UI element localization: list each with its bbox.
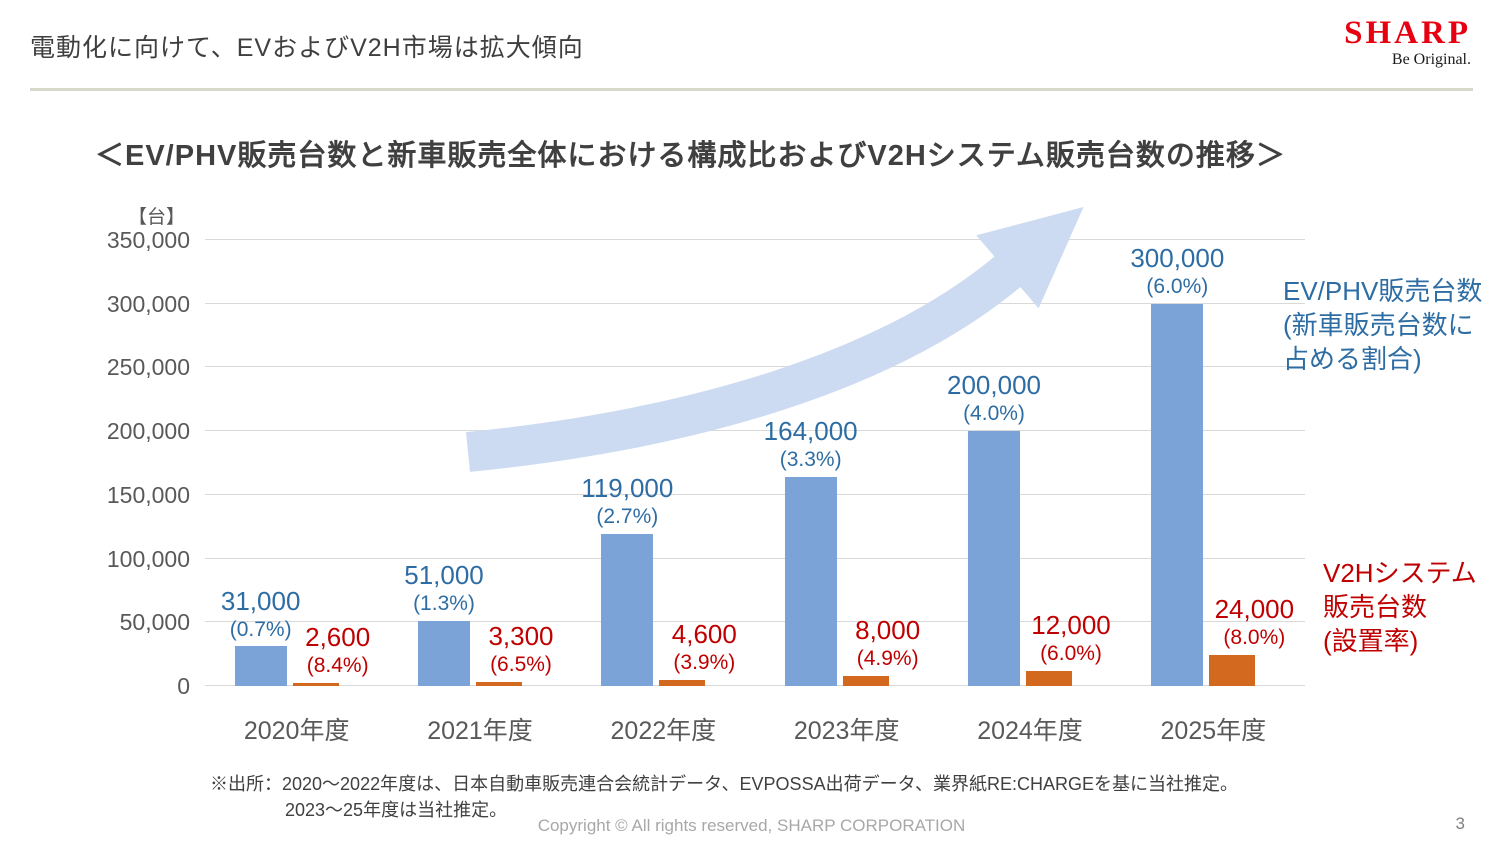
ev-series-legend-line: EV/PHV販売台数: [1283, 276, 1483, 306]
v2h-series-legend-line: 販売台数: [1323, 592, 1428, 622]
sharp-logo-block: SHARP Be Original.: [1344, 16, 1471, 70]
ev-bar-share: (3.3%): [779, 448, 842, 472]
v2h-bar-value: 24,000: [1214, 594, 1295, 625]
v2h-bar-label: 12,000 (6.0%): [971, 610, 1171, 667]
ev-bar-share: (2.7%): [596, 505, 659, 529]
v2h-bar: [1026, 670, 1072, 686]
ev-bar-value: 31,000: [220, 585, 301, 616]
v2h-bar-value: 12,000: [1031, 609, 1111, 640]
chart-title: ＜EV/PHV販売台数と新車販売全体における構成比およびV2Hシステム販売台数の…: [95, 140, 1286, 172]
ev-bar: [234, 646, 287, 686]
ev-bar: [968, 431, 1020, 686]
ev-series-legend: EV/PHV販売台数 (新車販売台数に 占める割合): [1283, 274, 1482, 376]
y-axis-tick-label: 0: [177, 673, 190, 699]
ev-bar-label: 200,000 (4.0%): [894, 370, 1094, 427]
v2h-bar-label: 3,300 (6.5%): [421, 621, 621, 678]
v2h-series-legend-line: V2Hシステム: [1323, 558, 1477, 588]
ev-bar-value: 51,000: [404, 560, 484, 591]
v2h-bar-share: (8.4%): [306, 653, 369, 677]
sharp-logo: SHARP: [1344, 15, 1471, 51]
ev-bar-label: 119,000 (2.7%): [527, 473, 727, 530]
v2h-bar-value: 4,600: [671, 619, 737, 650]
gridline: [205, 621, 1305, 623]
ev-bar: [784, 477, 837, 686]
ev-bar: [418, 621, 470, 686]
ev-bar-share: (0.7%): [229, 617, 292, 641]
v2h-bar: [1209, 655, 1256, 686]
v2h-bar-share: (6.0%): [1040, 641, 1102, 665]
x-axis-label: 2025年度: [1160, 717, 1267, 745]
v2h-bar-label: 8,000 (4.9%): [788, 615, 988, 672]
ev-series-legend-line: (新車販売台数に: [1283, 310, 1474, 340]
x-axis-label: 2023年度: [793, 717, 900, 745]
v2h-bar-label: 2,600 (8.4%): [238, 622, 438, 679]
ev-bar-share: (1.3%): [413, 592, 475, 616]
y-axis-tick-label: 50,000: [119, 609, 190, 636]
ev-bar-label: 164,000 (3.3%): [711, 416, 911, 473]
page-number: 3: [1455, 814, 1465, 833]
ev-bar-label: 300,000 (6.0%): [1077, 243, 1277, 300]
header-divider: [30, 88, 1473, 91]
ev-bar: [1151, 303, 1204, 686]
v2h-bar-label: 24,000 (8.0%): [1154, 594, 1354, 651]
gridline: [205, 685, 1305, 686]
ev-bar-value: 164,000: [763, 416, 858, 447]
y-axis-tick-label: 300,000: [106, 290, 190, 317]
y-axis-tick-label: 200,000: [106, 418, 190, 445]
v2h-bar-share: (8.0%): [1223, 626, 1286, 650]
y-axis-tick-label: 150,000: [106, 481, 190, 508]
ev-bar-label: 51,000 (1.3%): [344, 560, 544, 617]
v2h-bar: [476, 681, 522, 686]
ev-bar-share: (4.0%): [963, 402, 1025, 426]
v2h-bar: [659, 680, 706, 686]
ev-bar-label: 31,000 (0.7%): [161, 586, 361, 643]
v2h-bar-share: (4.9%): [856, 646, 919, 670]
x-axis-label: 2021年度: [427, 717, 533, 745]
gridline: [205, 239, 1305, 240]
v2h-bar-label: 4,600 (3.9%): [604, 619, 804, 676]
v2h-bar: [292, 682, 339, 686]
ev-series-legend-line: 占める割合): [1283, 344, 1422, 374]
ev-bar-share: (6.0%): [1146, 274, 1209, 298]
y-axis-tick-label: 350,000: [106, 227, 190, 253]
v2h-bar-value: 3,300: [488, 620, 554, 651]
slide-title: 電動化に向けて、EVおよびV2H市場は拡大傾向: [30, 34, 584, 62]
y-axis-unit-label: 【台】: [128, 207, 186, 228]
source-note-line1: ※出所：2020〜2022年度は、日本自動車販売連合会統計データ、EVPOSSA…: [210, 774, 1239, 794]
v2h-bar-share: (6.5%): [490, 652, 552, 676]
v2h-series-legend-line: (設置率): [1323, 626, 1419, 656]
x-axis-label: 2024年度: [977, 717, 1083, 745]
gridline: [205, 557, 1305, 559]
logo-tagline: Be Original.: [1391, 51, 1471, 68]
v2h-bar-share: (3.9%): [673, 651, 736, 675]
ev-bar-value: 300,000: [1130, 242, 1225, 273]
source-note-line2: 2023〜25年度は当社推定。: [285, 800, 508, 820]
copyright-text: Copyright © All rights reserved, SHARP C…: [537, 816, 966, 835]
y-axis-tick-label: 100,000: [106, 545, 190, 572]
gridline: [205, 493, 1305, 495]
ev-bar-value: 200,000: [947, 370, 1041, 401]
y-axis-tick-label: 250,000: [106, 354, 190, 381]
ev-bar-value: 119,000: [581, 473, 674, 504]
x-axis-label: 2022年度: [610, 717, 717, 745]
v2h-series-legend: V2Hシステム 販売台数 (設置率): [1323, 556, 1477, 658]
v2h-bar-value: 2,600: [305, 621, 371, 652]
x-axis-label: 2020年度: [243, 717, 350, 745]
v2h-bar-value: 8,000: [855, 614, 921, 645]
ev-bar: [601, 534, 654, 686]
v2h-bar: [842, 675, 889, 686]
